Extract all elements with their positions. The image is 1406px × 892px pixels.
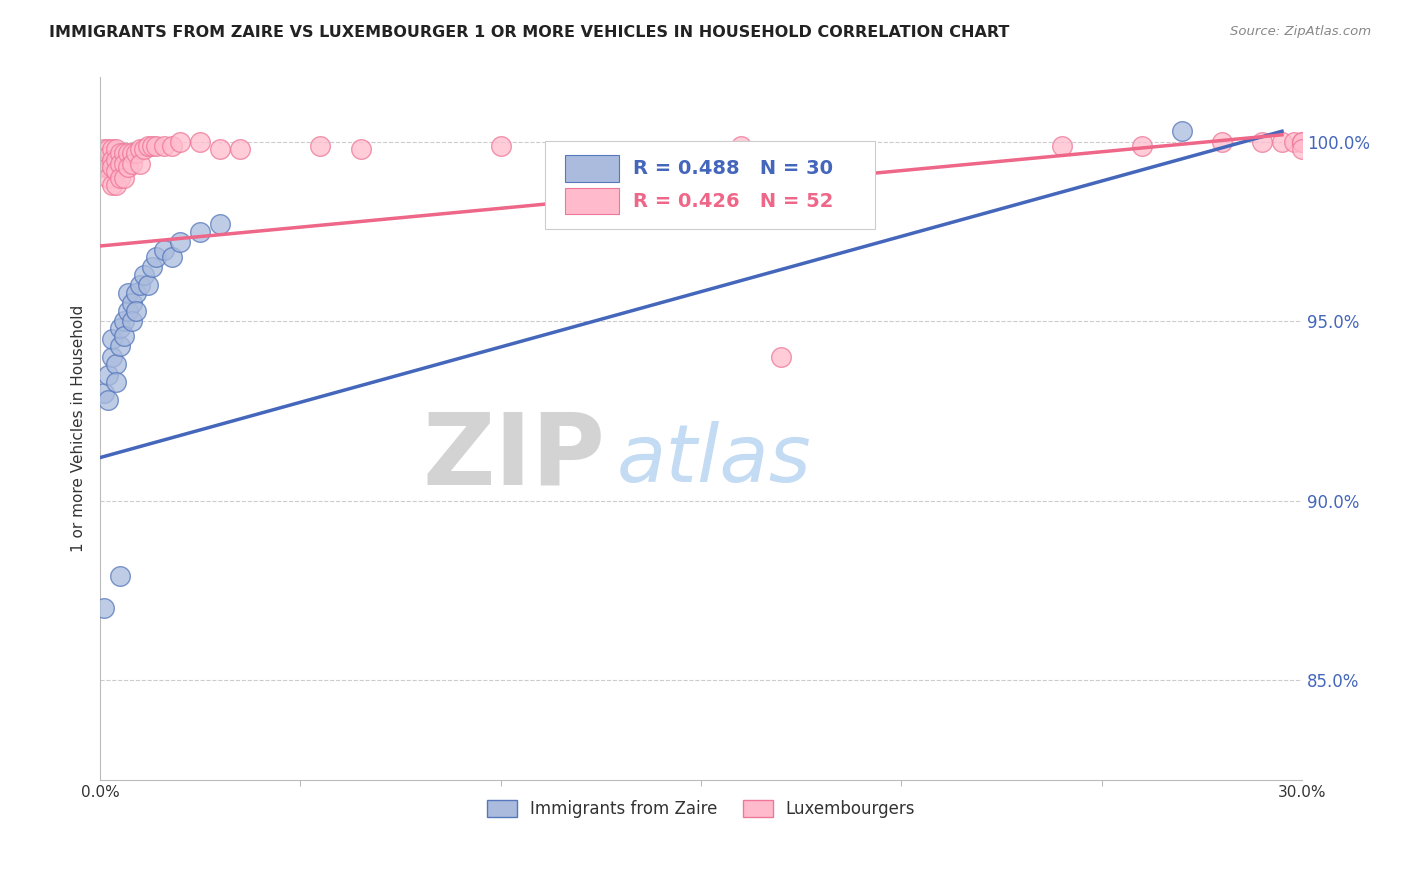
FancyBboxPatch shape	[546, 141, 876, 228]
Point	[145, 250, 167, 264]
Point	[97, 368, 120, 382]
Point	[153, 243, 176, 257]
Point	[121, 145, 143, 160]
Point	[105, 163, 128, 178]
Point	[169, 135, 191, 149]
Point	[97, 142, 120, 156]
Y-axis label: 1 or more Vehicles in Household: 1 or more Vehicles in Household	[72, 305, 86, 552]
Point	[117, 145, 139, 160]
Point	[105, 142, 128, 156]
Point	[97, 170, 120, 185]
Point	[188, 135, 211, 149]
Point	[125, 145, 148, 160]
Point	[112, 145, 135, 160]
FancyBboxPatch shape	[565, 188, 620, 214]
Point	[1291, 142, 1313, 156]
Point	[121, 314, 143, 328]
Point	[1291, 135, 1313, 149]
Text: IMMIGRANTS FROM ZAIRE VS LUXEMBOURGER 1 OR MORE VEHICLES IN HOUSEHOLD CORRELATIO: IMMIGRANTS FROM ZAIRE VS LUXEMBOURGER 1 …	[49, 25, 1010, 40]
Point	[101, 142, 124, 156]
Point	[125, 303, 148, 318]
Point	[101, 332, 124, 346]
Point	[93, 601, 115, 615]
Point	[121, 156, 143, 170]
Point	[117, 303, 139, 318]
Point	[93, 142, 115, 156]
Point	[117, 285, 139, 300]
Point	[108, 156, 131, 170]
Point	[770, 350, 793, 364]
Point	[1211, 135, 1233, 149]
Point	[145, 138, 167, 153]
Point	[97, 160, 120, 174]
Text: R = 0.488   N = 30: R = 0.488 N = 30	[633, 160, 832, 178]
Point	[112, 314, 135, 328]
Legend: Immigrants from Zaire, Luxembourgers: Immigrants from Zaire, Luxembourgers	[481, 793, 922, 825]
Point	[97, 393, 120, 408]
Point	[1251, 135, 1274, 149]
Point	[93, 386, 115, 401]
Point	[101, 160, 124, 174]
Point	[93, 160, 115, 174]
Point	[153, 138, 176, 153]
Point	[1271, 135, 1294, 149]
Point	[141, 138, 163, 153]
Point	[121, 296, 143, 310]
Point	[101, 350, 124, 364]
Point	[1171, 124, 1194, 138]
Point	[125, 285, 148, 300]
Point	[349, 142, 371, 156]
Point	[105, 376, 128, 390]
Point	[169, 235, 191, 250]
Point	[134, 268, 156, 282]
Point	[108, 339, 131, 353]
Point	[105, 178, 128, 192]
Point	[129, 142, 152, 156]
Point	[309, 138, 332, 153]
Point	[117, 160, 139, 174]
Point	[1050, 138, 1073, 153]
Point	[108, 321, 131, 335]
Point	[209, 218, 232, 232]
Point	[188, 225, 211, 239]
Point	[162, 250, 184, 264]
Point	[136, 138, 159, 153]
Point	[162, 138, 184, 153]
Point	[489, 138, 512, 153]
Point	[93, 153, 115, 167]
Point	[112, 156, 135, 170]
Point	[136, 278, 159, 293]
Point	[229, 142, 252, 156]
Point	[209, 142, 232, 156]
Point	[97, 149, 120, 163]
Point	[108, 145, 131, 160]
Point	[108, 569, 131, 583]
Point	[108, 170, 131, 185]
Point	[1291, 135, 1313, 149]
Point	[129, 156, 152, 170]
Text: Source: ZipAtlas.com: Source: ZipAtlas.com	[1230, 25, 1371, 38]
Point	[1282, 135, 1305, 149]
Point	[105, 357, 128, 371]
Point	[1130, 138, 1153, 153]
Text: ZIP: ZIP	[422, 409, 605, 506]
Point	[112, 170, 135, 185]
Text: R = 0.426   N = 52: R = 0.426 N = 52	[633, 192, 832, 211]
Point	[101, 153, 124, 167]
Point	[129, 278, 152, 293]
FancyBboxPatch shape	[565, 155, 620, 182]
Point	[105, 153, 128, 167]
Point	[101, 178, 124, 192]
Text: atlas: atlas	[617, 422, 811, 500]
Point	[112, 328, 135, 343]
Point	[134, 142, 156, 156]
Point	[141, 260, 163, 275]
Point	[730, 138, 752, 153]
